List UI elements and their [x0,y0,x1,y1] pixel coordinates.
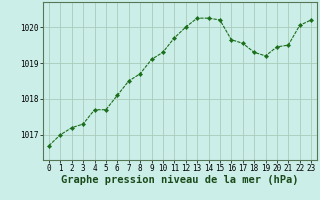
X-axis label: Graphe pression niveau de la mer (hPa): Graphe pression niveau de la mer (hPa) [61,175,299,185]
